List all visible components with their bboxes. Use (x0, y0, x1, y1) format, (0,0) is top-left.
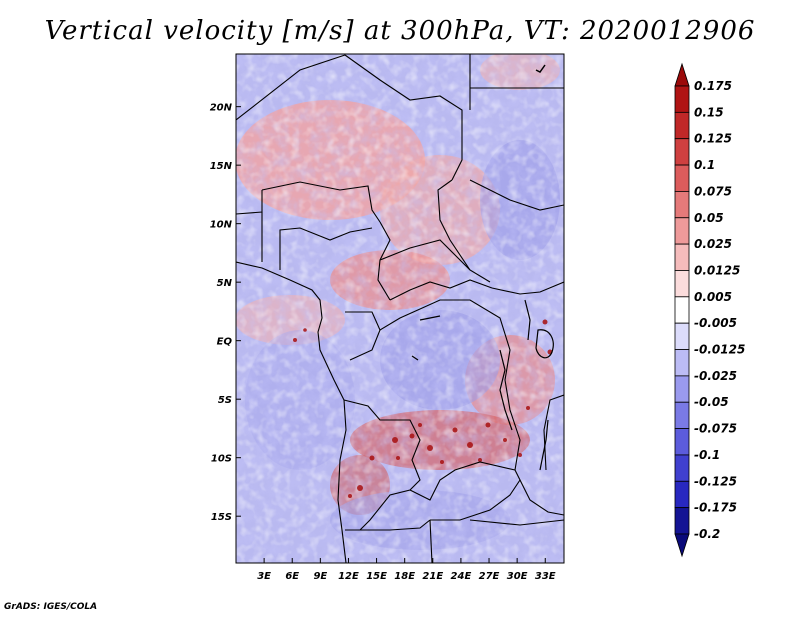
colorbar-segment (674, 85, 690, 113)
lon-tick-label: 12E (338, 571, 359, 582)
colorbar-label: -0.125 (694, 474, 737, 488)
lat-tick-label: 20N (210, 103, 233, 114)
colorbar-segment (674, 191, 690, 219)
lake-outlines (411, 299, 554, 471)
colorbar: 0.175 0.15 0.125 0.1 0.075 0.05 0.025 0.0125 0.0… (674, 62, 745, 558)
lat-tick-label: 10N (210, 220, 233, 231)
colorbar-segment (674, 480, 690, 509)
colorbar-label: -0.05 (694, 395, 729, 409)
lat-tick-label: 5N (217, 278, 233, 289)
lon-tick-label: 24E (451, 571, 472, 582)
colorbar-segment (674, 322, 690, 350)
latitude-axis: 20N 15N 10N 5N EQ 5S 10S 15S (210, 103, 241, 523)
longitude-axis: 3E 6E 9E 12E 15E 18E 21E 24E 27E 30E 33E (257, 558, 556, 582)
colorbar-segment (674, 217, 690, 245)
colorbar-label: 0.025 (694, 237, 732, 251)
lon-tick-label: 3E (257, 571, 271, 582)
colorbar-label: 0.075 (694, 184, 732, 198)
colorbar-top-triangle (674, 62, 690, 87)
lon-tick-label: 30E (507, 571, 528, 582)
colorbar-segment (674, 296, 690, 324)
lon-tick-label: 9E (313, 571, 327, 582)
colorbar-segment (674, 375, 690, 403)
lon-tick-label: 15E (366, 571, 387, 582)
colorbar-label: -0.175 (694, 501, 737, 515)
lat-tick-label: 15S (211, 512, 232, 523)
lat-tick-label: 10S (211, 454, 232, 465)
grads-credit: GrADS: IGES/COLA (4, 602, 98, 612)
lon-tick-label: 6E (285, 571, 299, 582)
colorbar-label: -0.0125 (694, 343, 745, 357)
country-borders (236, 54, 564, 563)
colorbar-segment (674, 243, 690, 271)
colorbar-segment (674, 428, 690, 456)
colorbar-label: -0.1 (694, 448, 720, 462)
lon-tick-label: 18E (394, 571, 415, 582)
colorbar-segment (674, 507, 690, 535)
map-frame (235, 53, 565, 564)
colorbar-segment (674, 164, 690, 192)
colorbar-segment (674, 270, 690, 298)
colorbar-label: 0.175 (694, 79, 732, 93)
colorbar-label: -0.005 (694, 316, 737, 330)
lon-tick-label: 33E (535, 571, 556, 582)
colorbar-label: 0.15 (694, 105, 724, 119)
lon-tick-label: 27E (479, 571, 500, 582)
colorbar-bottom-triangle (674, 533, 690, 558)
colorbar-segment (674, 401, 690, 429)
chart-title: Vertical velocity [m/s] at 300hPa, VT: 2… (44, 16, 756, 46)
colorbar-label: 0.1 (694, 158, 715, 172)
colorbar-label: -0.2 (694, 527, 720, 541)
colorbar-label: 0.0125 (694, 263, 740, 277)
colorbar-label: 0.005 (694, 290, 732, 304)
colorbar-segment (674, 349, 690, 377)
colorbar-label: 0.125 (694, 132, 732, 146)
colorbar-label: -0.025 (694, 369, 737, 383)
lat-tick-label: 15N (210, 161, 233, 172)
colorbar-label: 0.05 (694, 211, 724, 225)
colorbar-label: -0.075 (694, 422, 737, 436)
lat-tick-label: EQ (217, 337, 233, 348)
lat-tick-label: 5S (218, 395, 232, 406)
vertical-velocity-field (236, 54, 564, 563)
colorbar-segment (674, 111, 690, 140)
colorbar-segment (674, 138, 690, 166)
colorbar-segment (674, 454, 690, 482)
lon-tick-label: 21E (422, 571, 443, 582)
